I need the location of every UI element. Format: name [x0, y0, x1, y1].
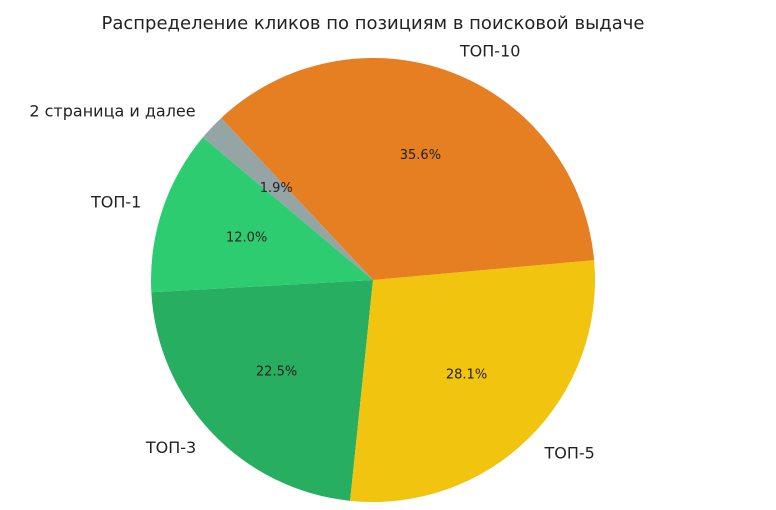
slice-label: ТОП-10: [459, 41, 521, 60]
pie-slice: [151, 137, 373, 293]
pie-slice: [202, 118, 373, 280]
chart-title: Распределение кликов по позициям в поиск…: [102, 13, 645, 34]
percent-label: 35.6%: [400, 148, 441, 163]
pie-slice: [221, 57, 595, 281]
percent-label: 12.0%: [226, 230, 267, 245]
percent-label: 22.5%: [256, 364, 297, 379]
slice-label: ТОП-5: [543, 443, 594, 462]
pie-slice: [151, 280, 373, 501]
percent-label: 28.1%: [446, 367, 487, 382]
percent-label: 1.9%: [260, 181, 293, 196]
pie-slice: [350, 260, 595, 502]
slice-label: ТОП-3: [145, 438, 196, 457]
slice-label: ТОП-1: [90, 192, 141, 211]
slice-label: 2 страница и далее: [29, 102, 195, 121]
